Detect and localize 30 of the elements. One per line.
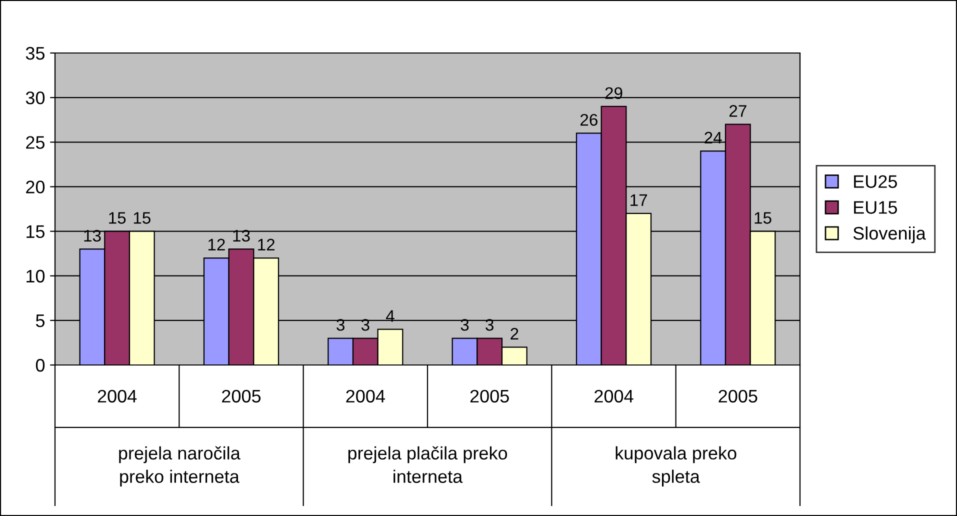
legend-label: EU15 xyxy=(854,201,897,214)
data-label: 27 xyxy=(729,105,746,117)
y-tick-label: 5 xyxy=(36,314,45,328)
data-label: 4 xyxy=(386,310,394,322)
data-label: 15 xyxy=(109,212,126,224)
data-label: 26 xyxy=(580,114,598,126)
data-label: 12 xyxy=(208,238,225,250)
legend-label: Slovenija xyxy=(853,226,926,244)
x-tick-label: 2004 xyxy=(594,390,634,403)
y-tick-label: 15 xyxy=(26,225,45,238)
text: kupovala preko spleta xyxy=(616,446,736,486)
data-label: 17 xyxy=(630,194,648,206)
text: prejela plačila preko interneta xyxy=(348,446,508,483)
y-tick-label: 10 xyxy=(26,270,45,283)
x-tick-label: 2005 xyxy=(222,390,261,403)
x-tick-label: 2005 xyxy=(718,390,758,403)
data-label: 2 xyxy=(510,328,518,340)
y-tick-label: 35 xyxy=(26,46,45,60)
x-tick-label: 2004 xyxy=(98,390,137,403)
data-label: 15 xyxy=(754,212,772,224)
y-tick-label: 20 xyxy=(26,180,45,194)
x-tick-label: 2004 xyxy=(346,390,385,403)
text: prejela naročila preko interneta xyxy=(119,446,240,487)
data-label: 15 xyxy=(134,212,150,224)
legend-label: EU25 xyxy=(854,175,897,188)
x-tick-label: 2005 xyxy=(470,390,509,403)
y-tick-label: 25 xyxy=(26,136,45,149)
y-tick-label: 30 xyxy=(26,92,45,104)
data-label: 12 xyxy=(258,238,275,250)
y-tick-label: 0 xyxy=(36,358,45,372)
